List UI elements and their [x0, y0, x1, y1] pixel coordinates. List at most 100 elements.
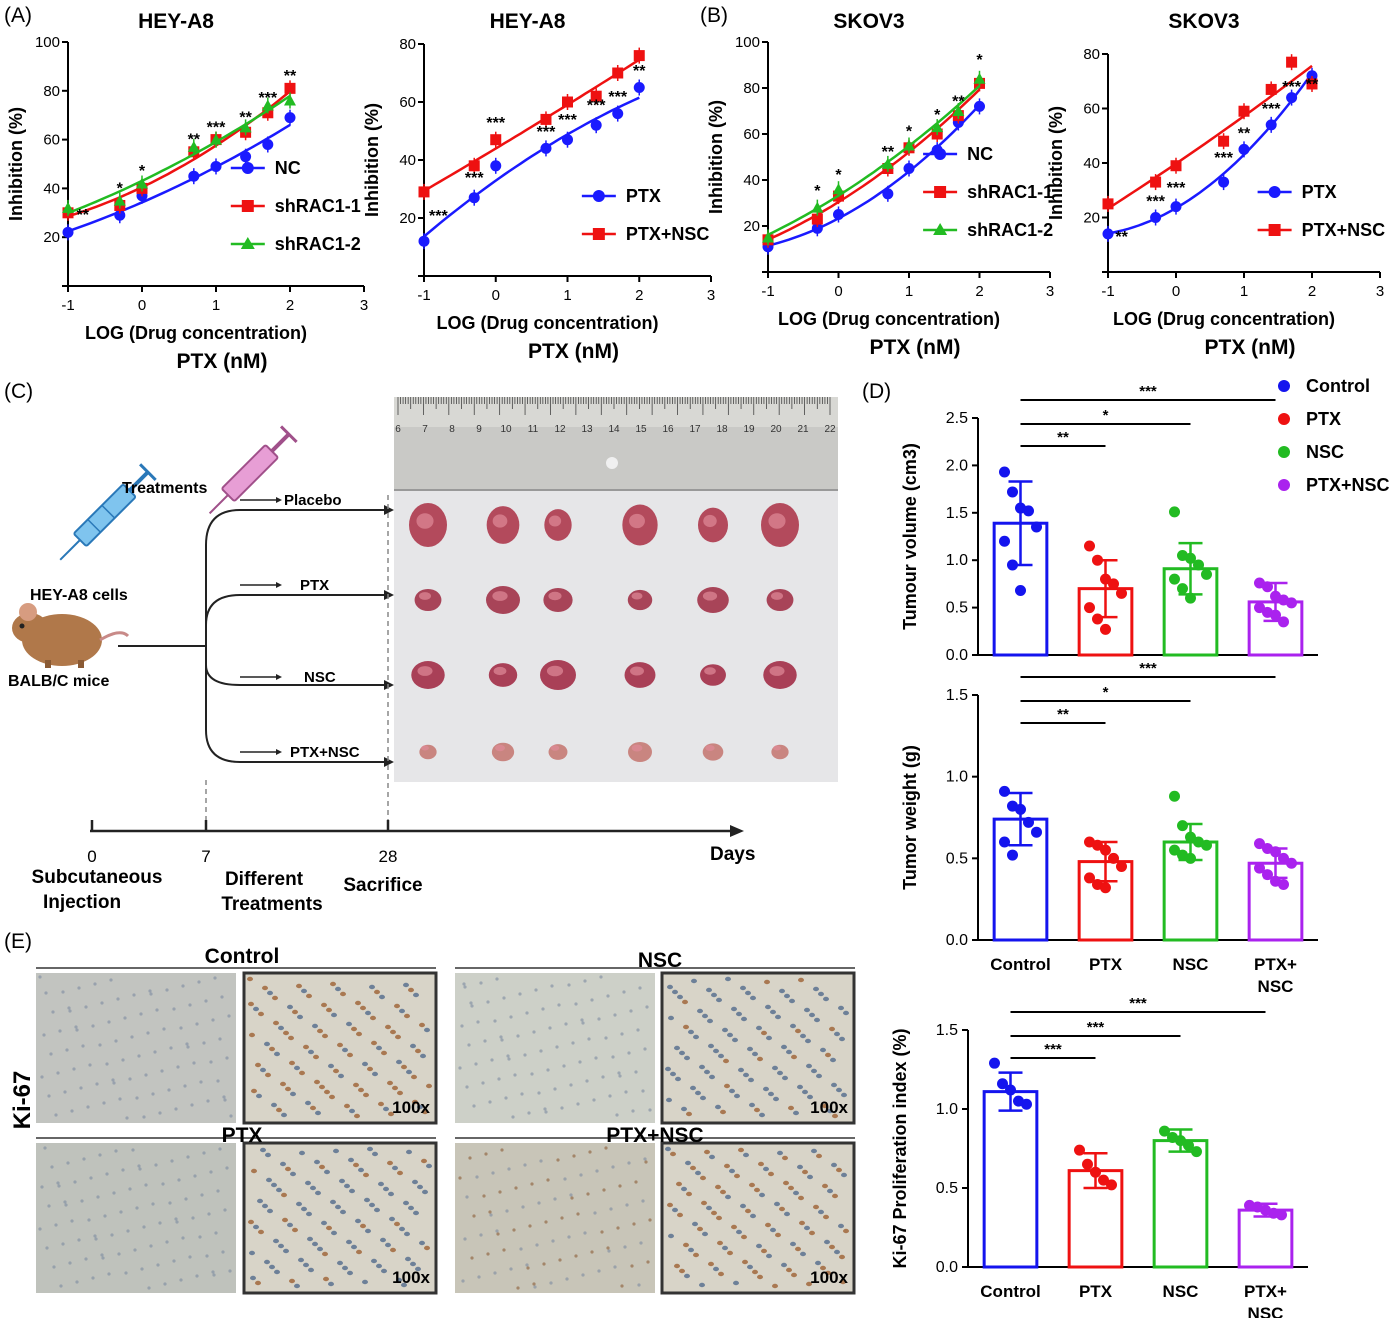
ihc-cell: [70, 1219, 74, 1223]
ihc-cell: [67, 1006, 71, 1010]
ihc-cell: [200, 1193, 204, 1197]
ihc-nucleus: [731, 1224, 737, 1230]
ihc-cell: [555, 1045, 559, 1049]
ihc-nucleus: [715, 1104, 721, 1110]
ihc-nucleus: [700, 1175, 706, 1181]
ihc-cell: [45, 1246, 49, 1250]
ihc-nucleus: [802, 1169, 808, 1175]
tumour: [543, 587, 573, 613]
legend-label: PTX+NSC: [1302, 220, 1386, 240]
group-ptx-nsc: PTX+NSC: [290, 744, 360, 761]
ihc-nucleus: [816, 1073, 822, 1079]
ihc-nucleus: [674, 1045, 680, 1051]
legend-marker: [1278, 380, 1290, 392]
ihc-nucleus: [718, 1053, 724, 1059]
data-point: [1150, 212, 1162, 223]
ihc-nucleus: [328, 1063, 334, 1069]
data-point: [1092, 613, 1103, 625]
x-category-label: NSC: [1258, 977, 1294, 996]
ihc-cell: [544, 1220, 548, 1224]
ihc-cell: [622, 990, 626, 994]
ihc-cell: [543, 1107, 547, 1111]
ihc-nucleus: [408, 987, 414, 993]
ihc-nucleus: [838, 1005, 844, 1011]
ihc-cell: [199, 1080, 203, 1084]
x-tick-label: 3: [360, 297, 368, 314]
ihc-nucleus: [757, 1056, 763, 1062]
ihc-cell: [534, 988, 538, 992]
data-point: [1169, 573, 1180, 585]
ihc-cell: [580, 1018, 584, 1022]
ihc-nucleus: [321, 1220, 327, 1226]
ihc-nucleus: [307, 1236, 313, 1242]
data-point: [540, 113, 552, 125]
y-tick-label: 80: [399, 36, 416, 53]
ihc-nucleus: [688, 1029, 694, 1035]
ihc-nucleus: [761, 1030, 767, 1036]
data-point: [562, 96, 573, 108]
significance-marker: *: [1103, 684, 1109, 701]
data-point: [1100, 844, 1111, 856]
ihc-nucleus: [405, 1256, 411, 1262]
ihc-nucleus: [390, 1029, 396, 1035]
timeline-tick-0: 0: [87, 847, 96, 866]
data-point: [113, 194, 126, 206]
ihc-nucleus: [369, 1202, 375, 1208]
legend-label: shRAC1-2: [275, 234, 361, 254]
data-point: [1286, 92, 1298, 104]
ihc-nucleus: [331, 1012, 337, 1018]
ihc-nucleus: [797, 1084, 803, 1090]
ihc-nucleus: [711, 992, 717, 998]
ihc-nucleus: [766, 1035, 772, 1041]
ihc-cell: [502, 996, 506, 1000]
data-point: [1286, 56, 1298, 68]
significance-marker: ***: [608, 89, 627, 106]
ruler-number: 19: [743, 424, 755, 435]
ihc-nucleus: [672, 989, 678, 995]
ihc-nucleus: [682, 999, 688, 1005]
ihc-nucleus: [378, 1181, 384, 1187]
ihc-nucleus: [734, 1093, 740, 1099]
data-point: [903, 139, 915, 151]
ihc-cell: [606, 994, 610, 998]
bar-NSC: [1152, 1139, 1209, 1269]
x-category-label: PTX+: [1244, 1282, 1287, 1301]
ihc-cell: [195, 1274, 199, 1278]
data-point: [612, 67, 624, 79]
significance-marker: ***: [1282, 79, 1301, 96]
data-point: [1278, 616, 1289, 628]
ihc-cell: [463, 985, 467, 989]
ihc-nucleus: [383, 1106, 389, 1112]
ihc-nucleus: [816, 1153, 822, 1159]
mice-label: BALB/C mice: [8, 673, 109, 690]
data-point: [590, 90, 602, 102]
ihc-nucleus: [825, 1052, 831, 1058]
ihc-nucleus: [365, 1010, 371, 1016]
ihc-title-control: Control: [205, 945, 280, 968]
y-tick-label: 40: [1083, 155, 1100, 172]
ihc-cell: [462, 982, 466, 986]
stage-1-line2: Treatments: [221, 894, 322, 915]
x-tick-label: 1: [212, 297, 220, 314]
ihc-cell: [144, 1073, 148, 1077]
ihc-cell: [220, 995, 224, 999]
y-tick-label: 0.5: [946, 850, 968, 867]
ihc-nucleus: [329, 1094, 335, 1100]
ihc-nucleus: [668, 1233, 674, 1239]
ihc-nucleus: [412, 1179, 418, 1185]
ihc-nucleus: [782, 1155, 788, 1161]
ihc-nucleus: [410, 1043, 416, 1049]
ihc-cell: [117, 1252, 121, 1256]
ihc-nucleus: [723, 1058, 729, 1064]
significance-marker: *: [139, 163, 146, 180]
ihc-cell: [70, 1109, 74, 1113]
ihc-nucleus: [838, 1223, 844, 1229]
ihc-cell: [137, 1164, 141, 1168]
ihc-nucleus: [296, 983, 302, 989]
ihc-nucleus: [736, 1229, 742, 1235]
ihc-cell: [499, 1035, 503, 1039]
ihc-cell: [91, 1276, 95, 1280]
data-point: [997, 1078, 1008, 1090]
ihc-nucleus: [797, 1164, 803, 1170]
ihc-nucleus: [392, 1165, 398, 1171]
